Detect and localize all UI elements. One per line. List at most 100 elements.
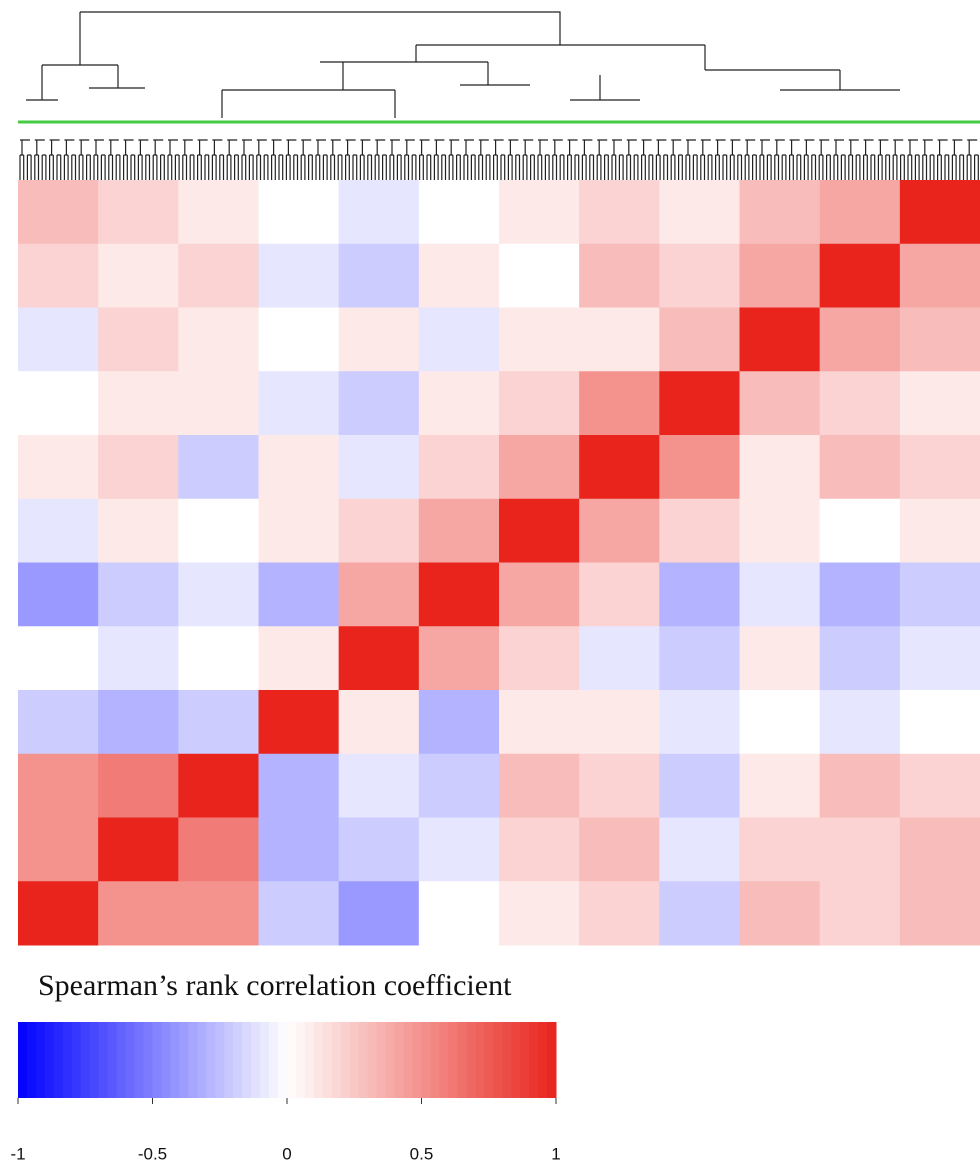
heatmap-cell [739, 562, 821, 627]
heatmap-cell [579, 307, 660, 372]
heatmap-cell [659, 881, 740, 946]
heatmap-cell [338, 180, 420, 245]
colorbar-step [107, 1022, 118, 1098]
heatmap-cell [418, 498, 500, 563]
heatmap-cell [98, 690, 179, 755]
heatmap-cell [338, 690, 420, 755]
dendrogram-leaf [130, 154, 136, 180]
dendrogram-branch [922, 139, 933, 155]
heatmap-cell [659, 498, 740, 563]
dendrogram-leaf [485, 154, 491, 180]
heatmap-cell [18, 817, 99, 882]
colorbar-step [349, 1022, 360, 1098]
heatmap-cell [258, 753, 340, 818]
dendrogram-leaf [123, 154, 128, 180]
colorbar-step [493, 1022, 503, 1098]
heatmap-cell [338, 562, 420, 627]
dendrogram-leaf [441, 154, 447, 180]
heatmap-cell [819, 498, 901, 563]
dendrogram [26, 11, 900, 118]
heatmap-cell [819, 881, 901, 946]
dendrogram-branch [316, 139, 326, 155]
dendrogram-branch [256, 139, 267, 155]
colorbar-step [412, 1022, 422, 1098]
dendrogram-branch [20, 139, 30, 155]
colorbar-step [385, 1022, 396, 1098]
dendrogram-branch [271, 139, 282, 155]
heatmap-cell [579, 180, 660, 245]
heatmap-cell [499, 690, 580, 755]
dendrogram-leaf [419, 154, 424, 180]
dendrogram-leaf [900, 154, 905, 180]
dendrogram-leaf [160, 154, 165, 180]
heatmap-cell [18, 498, 99, 563]
dendrogram-leaf [663, 154, 669, 180]
dendrogram-leaf [515, 154, 521, 180]
colorbar-step [295, 1022, 306, 1098]
heatmap-cell [178, 690, 259, 755]
dendrogram-leaf [885, 154, 891, 180]
dendrogram-leaf [840, 154, 846, 180]
dendrogram-branch [138, 139, 149, 155]
dendrogram-leaf [670, 154, 676, 180]
dendrogram-leaf [604, 154, 609, 180]
heatmap-cell [499, 753, 580, 818]
dendrogram-branch [834, 139, 844, 155]
dendrogram-branch [330, 139, 341, 155]
colorbar-step [403, 1022, 414, 1098]
heatmap-cell [579, 881, 660, 946]
dendrogram-leaf [463, 154, 469, 180]
heatmap-cell [499, 498, 580, 563]
heatmap-cell [659, 753, 740, 818]
dendrogram-leaf [56, 154, 62, 180]
dendrogram-branch [34, 139, 45, 155]
heatmap-cell [418, 562, 500, 627]
heatmap-cell [739, 817, 821, 882]
heatmap-cell [579, 435, 660, 500]
colorbar-step [502, 1022, 512, 1098]
dendrogram-branch [597, 139, 608, 155]
heatmap-cell [338, 307, 420, 372]
dendrogram-leaf [818, 154, 824, 180]
dendrogram-leaf [737, 154, 743, 180]
heatmap-cell [819, 371, 901, 436]
heatmap-cell [819, 753, 901, 818]
heatmap-cell [659, 307, 740, 372]
dendrogram-leaf [226, 154, 232, 180]
dendrogram-branch [789, 139, 800, 155]
dendrogram-leaf [966, 154, 972, 180]
heatmap-cell [258, 690, 340, 755]
heatmap-cell [18, 243, 99, 308]
dendrogram-branch [656, 139, 667, 155]
heatmap-cell [418, 690, 500, 755]
heatmap-cell [98, 307, 179, 372]
colorbar-step [116, 1022, 127, 1098]
heatmap-cell [258, 180, 340, 245]
dendrogram-leaf [892, 154, 898, 180]
dendrogram-leaf [263, 154, 269, 180]
dendrogram-leaf [759, 154, 765, 180]
heatmap-cell [739, 626, 821, 691]
colorbar-step [421, 1022, 431, 1098]
heatmap-cell [659, 371, 740, 436]
heatmap [18, 180, 980, 946]
dendrogram-leaf [234, 154, 239, 180]
heatmap-cell [579, 753, 660, 818]
dendrogram-leaf [922, 154, 928, 180]
heatmap-cell [499, 626, 580, 691]
dendrogram-leaf [552, 154, 558, 180]
colorbar-step [547, 1022, 557, 1098]
dendrogram-leaf [367, 154, 373, 180]
heatmap-cell [258, 498, 340, 563]
heatmap-cell [659, 817, 740, 882]
heatmap-cell [258, 562, 340, 627]
heatmap-cell [819, 307, 901, 372]
heatmap-cell [739, 371, 821, 436]
colorbar-step [125, 1022, 136, 1098]
colorbar-step [170, 1022, 180, 1098]
dendrogram-branch [538, 139, 548, 155]
dendrogram-leaf [944, 154, 950, 180]
heatmap-cell [178, 371, 259, 436]
heatmap-cell [178, 881, 259, 946]
dendrogram-leaf [611, 154, 617, 180]
